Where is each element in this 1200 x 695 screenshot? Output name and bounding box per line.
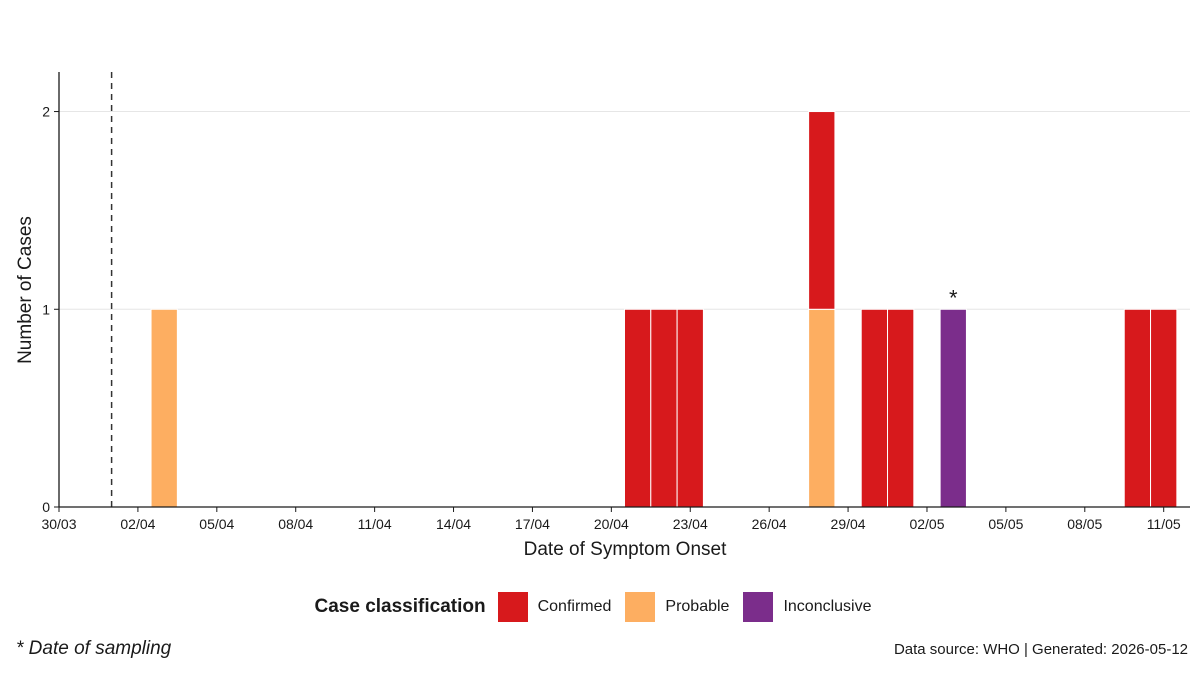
axes: 0 1 2 30/03 02/04 05/04 08/04 11/04 14/04 17/04 20… (41, 72, 1190, 532)
y-axis-title: Number of Cases (15, 216, 36, 364)
legend-item-probable: Probable (625, 592, 729, 622)
bar-confirmed-2026-05-11 (1150, 308, 1178, 508)
x-tick-label-6: 17/04 (515, 516, 550, 532)
x-tick-label-4: 11/04 (358, 516, 392, 532)
footnote: * Date of sampling (16, 638, 172, 659)
legend-label-confirmed: Confirmed (537, 598, 612, 615)
y-tick-label-1: 1 (42, 301, 50, 317)
legend-label-inconclusive: Inconclusive (783, 598, 872, 615)
legend-item-confirmed: Confirmed (497, 592, 612, 622)
x-tick-label-5: 14/04 (436, 516, 471, 532)
legend-title: Case classification (314, 596, 486, 617)
legend-swatch-confirmed (497, 592, 528, 622)
x-tick-label-1: 02/04 (120, 516, 155, 532)
gridlines (59, 111, 1190, 310)
source-note: Data source: WHO | Generated: 2026-05-12 (893, 641, 1188, 658)
y-tick-label-0: 0 (42, 499, 50, 515)
x-tick-label-12: 05/05 (988, 516, 1023, 532)
x-tick-label-13: 08/05 (1067, 516, 1102, 532)
x-tick-label-3: 08/04 (278, 516, 313, 532)
bar-annotation-2026-05-03: * (949, 285, 958, 310)
legend-swatch-probable (625, 592, 656, 622)
x-tick-label-11: 02/05 (909, 516, 944, 532)
bar-confirmed-2026-04-28 (808, 111, 836, 310)
legend-label-probable: Probable (665, 598, 730, 615)
bars: * (150, 111, 1178, 508)
legend-item-inconclusive: Inconclusive (743, 592, 872, 622)
bar-confirmed-2026-04-30 (860, 308, 889, 508)
bar-probable-2026-04-03 (150, 308, 178, 508)
x-tick-label-2: 05/04 (199, 516, 234, 532)
bar-confirmed-2026-05-10 (1123, 308, 1152, 508)
bar-confirmed-2026-04-23 (676, 308, 704, 508)
legend-swatch-inconclusive (743, 592, 774, 622)
bar-probable-2026-04-28 (808, 308, 836, 508)
x-tick-label-10: 29/04 (831, 516, 866, 532)
x-axis-title: Date of Symptom Onset (524, 539, 727, 560)
x-tick-label-7: 20/04 (594, 516, 629, 532)
x-tick-label-9: 26/04 (752, 516, 787, 532)
bar-confirmed-2026-05-01 (887, 308, 915, 508)
bar-inconclusive-2026-05-03 (939, 308, 967, 508)
x-tick-label-0: 30/03 (41, 516, 76, 532)
bar-confirmed-2026-04-22 (650, 308, 678, 508)
x-tick-label-8: 23/04 (673, 516, 708, 532)
x-tick-label-14: 11/05 (1147, 516, 1181, 532)
legend: Case classification Confirmed Probable I… (0, 590, 1200, 624)
y-tick-label-2: 2 (42, 104, 50, 120)
bar-confirmed-2026-04-21 (624, 308, 652, 508)
